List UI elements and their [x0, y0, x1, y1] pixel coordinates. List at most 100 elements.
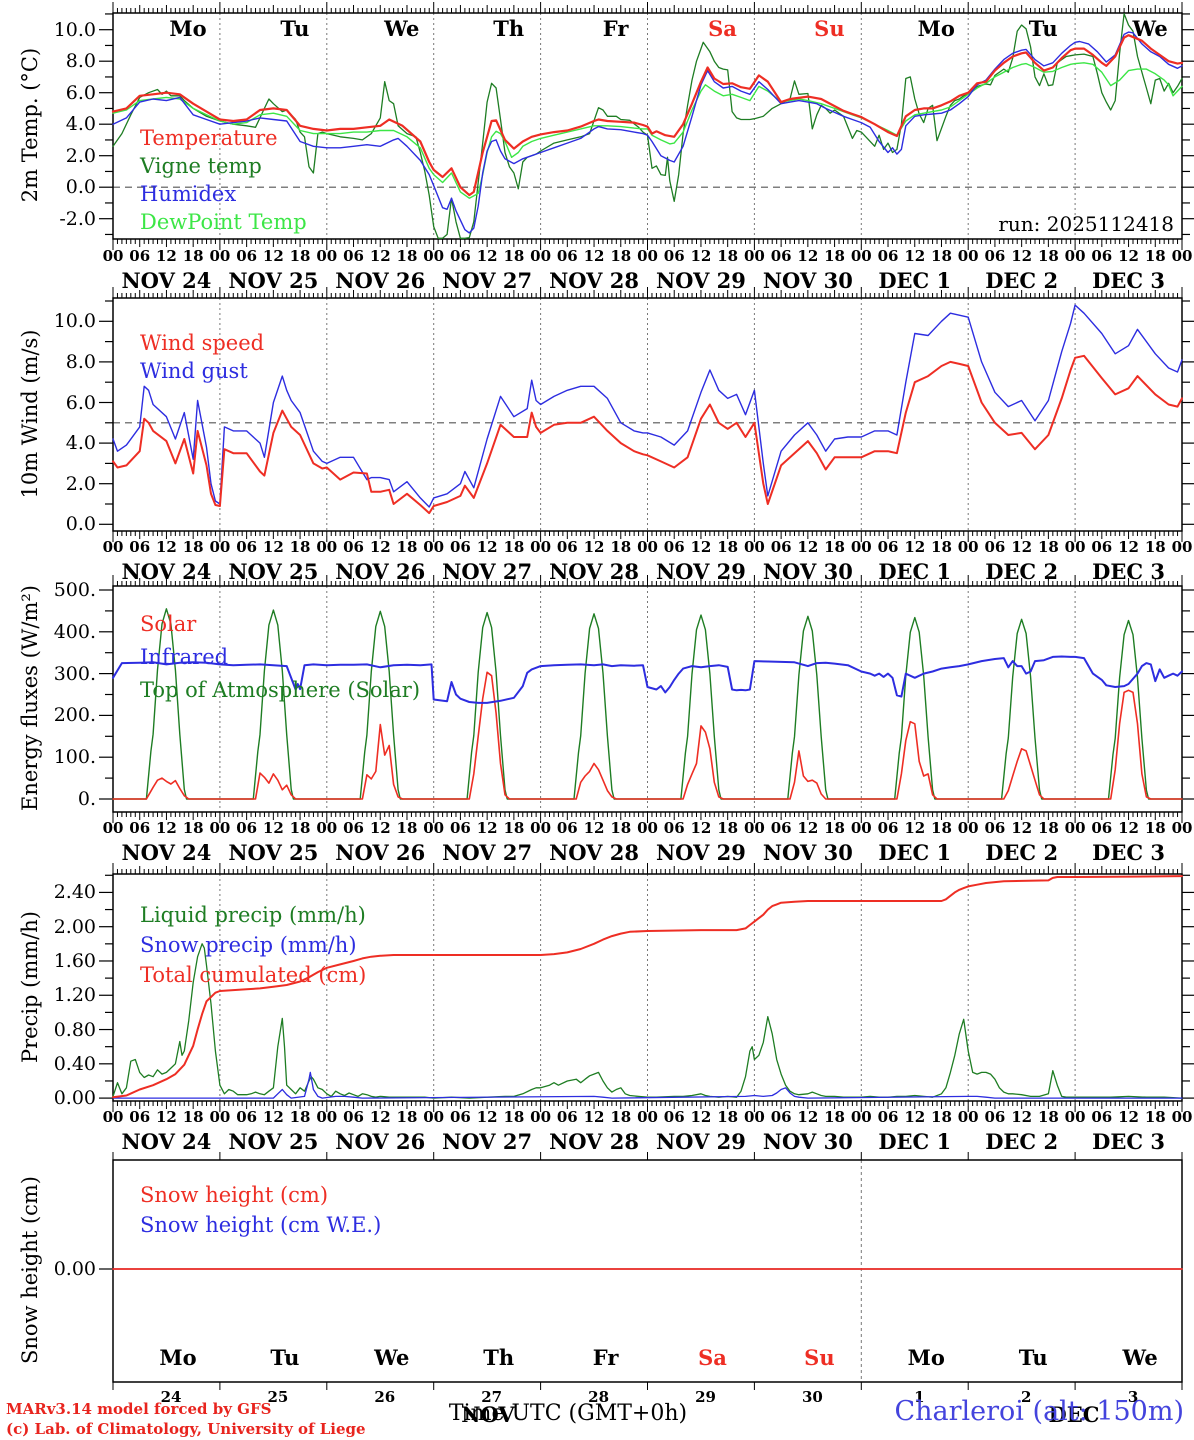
- hour-label: 06: [877, 1108, 899, 1126]
- hour-label: 12: [1011, 1108, 1033, 1126]
- ytick-label-temp: 10.0: [53, 18, 96, 41]
- hour-label: 00: [530, 538, 552, 556]
- hour-label: 00: [743, 819, 765, 837]
- hour-label: 12: [690, 538, 712, 556]
- ytick-label-temp: 4.0: [65, 113, 96, 136]
- series-total_cumulated: [112, 875, 1183, 1099]
- hour-label: 06: [663, 1108, 685, 1126]
- hour-label: 00: [209, 1108, 231, 1126]
- hour-label: 00: [1171, 247, 1193, 265]
- hour-label: 12: [476, 247, 498, 265]
- hour-label: 06: [129, 538, 151, 556]
- hour-label: 00: [1171, 819, 1193, 837]
- hour-label: 12: [262, 538, 284, 556]
- hour-label: 18: [717, 819, 739, 837]
- hour-label: 18: [717, 1108, 739, 1126]
- ytick-label-wind: 6.0: [65, 391, 96, 414]
- hour-label: 18: [396, 819, 418, 837]
- p5-day-name: Mo: [907, 1345, 945, 1370]
- hour-label: 06: [770, 819, 792, 837]
- date-label: NOV 29: [655, 559, 746, 584]
- hour-label: 00: [316, 1108, 338, 1126]
- hour-label: 00: [1064, 1108, 1086, 1126]
- hour-label: 00: [1064, 538, 1086, 556]
- date-label: NOV 24: [121, 840, 212, 865]
- hour-label: 00: [209, 247, 231, 265]
- date-label: NOV 28: [549, 840, 640, 865]
- date-label: NOV 27: [442, 1129, 533, 1154]
- hour-label: 06: [663, 819, 685, 837]
- model-credit-line1: MARv3.14 model forced by GFS: [6, 1400, 272, 1418]
- hour-label: 06: [556, 1108, 578, 1126]
- hour-label: 00: [743, 538, 765, 556]
- hour-label: 06: [984, 819, 1006, 837]
- hour-label: 00: [637, 538, 658, 556]
- hour-label: 00: [1064, 819, 1086, 837]
- ytick-label-wind: 10.0: [53, 310, 96, 333]
- hour-label: 00: [316, 538, 338, 556]
- hour-label: 06: [877, 538, 899, 556]
- day-name-label: Th: [493, 16, 525, 41]
- hour-label: 12: [797, 247, 819, 265]
- day-name-label: Sa: [708, 16, 737, 41]
- hour-label: 18: [182, 247, 204, 265]
- p5-day-name: Tu: [270, 1345, 300, 1370]
- hour-label: 06: [984, 247, 1006, 265]
- hour-label: 00: [743, 1108, 765, 1126]
- hour-label: 00: [850, 247, 872, 265]
- hour-label: 00: [423, 819, 445, 837]
- ytick-label-temp: 0.0: [65, 176, 96, 199]
- hour-label: 18: [182, 819, 204, 837]
- hour-label: 18: [1144, 1108, 1166, 1126]
- day-name-label: Mo: [917, 16, 955, 41]
- p5-day-name: Sa: [698, 1345, 727, 1370]
- hour-label: 00: [209, 819, 231, 837]
- hour-label: 06: [1091, 819, 1113, 837]
- hour-label: 00: [423, 247, 445, 265]
- date-label: NOV 25: [228, 559, 319, 584]
- hour-label: 00: [1171, 538, 1193, 556]
- hour-label: 12: [583, 1108, 605, 1126]
- hour-label: 18: [931, 247, 952, 265]
- date-label: DEC 2: [985, 840, 1059, 865]
- hour-label: 06: [129, 819, 151, 837]
- hour-label: 00: [102, 819, 124, 837]
- hour-label: 00: [530, 819, 552, 837]
- legend-precip-2: Total cumulated (cm): [140, 963, 367, 987]
- hour-label: 06: [984, 538, 1006, 556]
- date-label: NOV 26: [335, 268, 426, 293]
- series-humidex: [112, 31, 1183, 234]
- ytick-label-energy: 0.: [77, 788, 96, 810]
- hour-label: 18: [1144, 247, 1166, 265]
- hour-label: 12: [797, 1108, 819, 1126]
- hour-label: 06: [449, 1108, 471, 1126]
- hour-label: 12: [583, 247, 605, 265]
- hour-label: 18: [503, 819, 525, 837]
- hour-label: 06: [663, 538, 685, 556]
- ytick-label-temp: 6.0: [65, 81, 96, 104]
- p5-day-number: 2: [1020, 1388, 1032, 1406]
- legend-energy-1: Infrared: [140, 645, 229, 669]
- ytick-label-precip: 2.00: [53, 915, 96, 938]
- p5-day-name: Tu: [1018, 1345, 1048, 1370]
- month-label-dec: DEC: [1048, 1402, 1100, 1427]
- p5-day-number: 1: [914, 1388, 925, 1406]
- hour-label: 06: [449, 819, 471, 837]
- p5-day-number: 28: [588, 1388, 610, 1406]
- hour-label: 18: [289, 819, 311, 837]
- hour-label: 18: [289, 538, 311, 556]
- hour-label: 18: [610, 247, 632, 265]
- hour-label: 00: [957, 819, 979, 837]
- day-name-label: Su: [814, 16, 845, 41]
- legend-energy-0: Solar: [140, 612, 197, 636]
- ytick-label-temp: 8.0: [65, 50, 96, 73]
- hour-label: 06: [236, 538, 258, 556]
- hour-label: 12: [156, 538, 177, 556]
- hour-label: 12: [1011, 247, 1033, 265]
- hour-label: 18: [289, 247, 311, 265]
- date-label: NOV 24: [121, 559, 212, 584]
- series-dewpoint: [112, 62, 1183, 199]
- p5-day-number: 29: [695, 1388, 716, 1406]
- month-label-nov: NOV: [461, 1402, 515, 1427]
- series-liquid_precip: [112, 943, 1183, 1099]
